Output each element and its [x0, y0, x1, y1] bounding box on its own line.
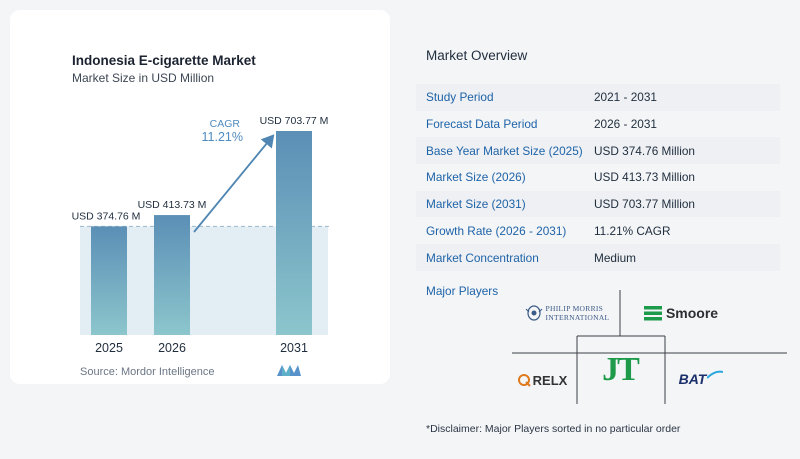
- overview-row-value: 2026 - 2031: [594, 117, 657, 132]
- overview-row-value: 2021 - 2031: [594, 90, 657, 105]
- major-players-title: Major Players: [426, 284, 499, 298]
- overview-row-label: Market Concentration: [426, 250, 539, 265]
- philip-morris-line2: INTERNATIONAL: [545, 313, 610, 322]
- relx-mark-icon: [517, 374, 531, 387]
- overview-row-label: Base Year Market Size (2025): [426, 143, 583, 158]
- overview-row: Market Concentration Medium: [416, 244, 780, 271]
- bat-swoosh-icon: [707, 370, 724, 379]
- chart-title: Indonesia E-cigarette Market: [72, 53, 256, 68]
- overview-row: Study Period 2021 - 2031: [416, 84, 780, 111]
- relx-text: RELX: [532, 372, 568, 388]
- overview-row: Market Size (2026) USD 413.73 Million: [416, 164, 780, 191]
- overview-row-value: Medium: [594, 250, 636, 265]
- philip-morris-crest-icon: [525, 305, 542, 321]
- overview-row-label: Market Size (2031): [426, 197, 526, 212]
- overview-row: Forecast Data Period 2026 - 2031: [416, 111, 780, 138]
- jt-text: JT: [602, 351, 640, 388]
- smoore-text: Smoore: [665, 305, 719, 321]
- overview-row-label: Study Period: [426, 90, 494, 105]
- overview-row: Growth Rate (2026 - 2031) 11.21% CAGR: [416, 218, 780, 245]
- overview-row: Market Size (2031) USD 703.77 Million: [416, 190, 780, 218]
- overview-row: Base Year Market Size (2025) USD 374.76 M…: [416, 137, 780, 165]
- overview-row-label: Market Size (2026): [426, 170, 526, 185]
- overview-row-label: Growth Rate (2026 - 2031): [426, 223, 567, 238]
- jt-logo: JT: [590, 350, 650, 390]
- bat-logo: BAT: [672, 366, 730, 392]
- smoore-logo: Smoore: [636, 300, 726, 326]
- overview-row-value: 11.21% CAGR: [594, 223, 671, 238]
- source-text: Source: Mordor Intelligence: [80, 366, 215, 378]
- philip-morris-line1: PHILIP MORRIS: [545, 304, 604, 313]
- mordor-logo-icon: [277, 365, 301, 376]
- smoore-mark-icon: [643, 306, 662, 321]
- chart-subtitle: Market Size in USD Million: [72, 71, 215, 85]
- overview-row-value: USD 413.73 Million: [594, 170, 695, 185]
- relx-logo: RELX: [512, 368, 572, 392]
- overview-title: Market Overview: [426, 48, 528, 63]
- overview-row-value: USD 703.77 Million: [594, 197, 695, 212]
- philip-morris-logo: PHILIP MORRIS INTERNATIONAL: [518, 298, 616, 328]
- overview-row-label: Forecast Data Period: [426, 117, 538, 132]
- disclaimer-text: *Disclaimer: Major Players sorted in no …: [426, 423, 681, 435]
- overview-row-value: USD 374.76 Million: [594, 143, 695, 158]
- bat-text: BAT: [678, 371, 707, 387]
